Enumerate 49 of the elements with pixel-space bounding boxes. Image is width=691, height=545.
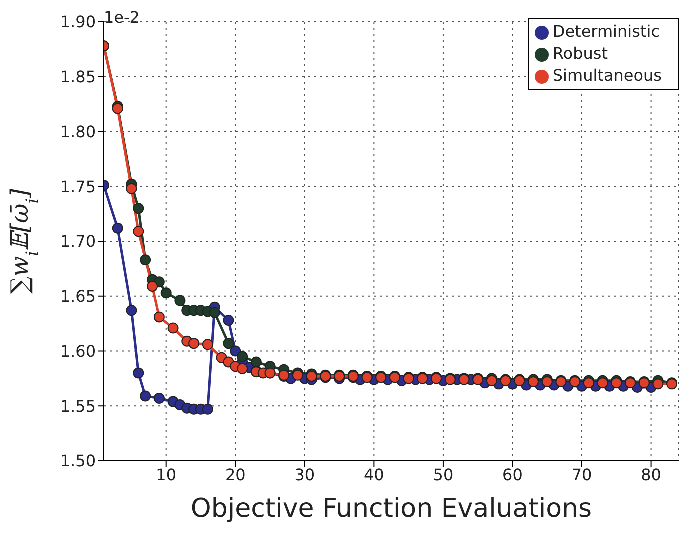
point [140,254,152,266]
y-tick-label: 1.85 [60,68,96,87]
point [237,351,248,362]
legend-label: Simultaneous [552,66,662,85]
x-tick-label: 40 [364,465,384,484]
point [160,288,172,299]
y-tick-label: 1.70 [60,232,96,252]
y-tick-label: 1.90 [60,12,96,32]
y-tick-label: 1.80 [60,122,96,142]
x-tick-label: 20 [225,465,246,484]
point [583,378,594,389]
annotation: 1e-2 [104,8,140,27]
y-tick-label: 1.55 [60,396,96,416]
point [188,338,200,350]
point [133,226,144,238]
point [202,404,214,415]
x-tick-label: 60 [502,465,523,484]
point [223,338,234,350]
x-tick-label: 50 [433,465,454,484]
point [223,315,234,326]
point [140,390,152,402]
legend-label: Deterministic [552,22,660,41]
point [202,339,214,350]
x-tick-label: 30 [294,465,316,484]
x-tick-label: 80 [641,465,662,484]
y-tick-label: 1.65 [60,287,96,306]
point [112,222,124,234]
point [133,368,144,379]
x-tick-label: 70 [572,465,592,484]
x-axis-title: Objective Function Evaluations [190,494,592,524]
point [250,356,262,368]
y-tick-label: 1.60 [60,342,96,361]
y-tick-label: 1.50 [60,452,96,471]
point [146,280,158,292]
x-tick-label: 10 [156,465,177,484]
point [154,312,165,323]
point [597,378,608,389]
point [652,378,664,390]
legend-label: Robust [552,44,608,63]
point [237,363,248,374]
point [133,203,144,214]
point [174,295,186,306]
point [126,183,138,194]
point [126,305,138,316]
point [168,322,179,334]
point [611,378,622,389]
y-tick-label: 1.75 [60,177,96,196]
point [154,392,165,404]
point [209,307,220,318]
